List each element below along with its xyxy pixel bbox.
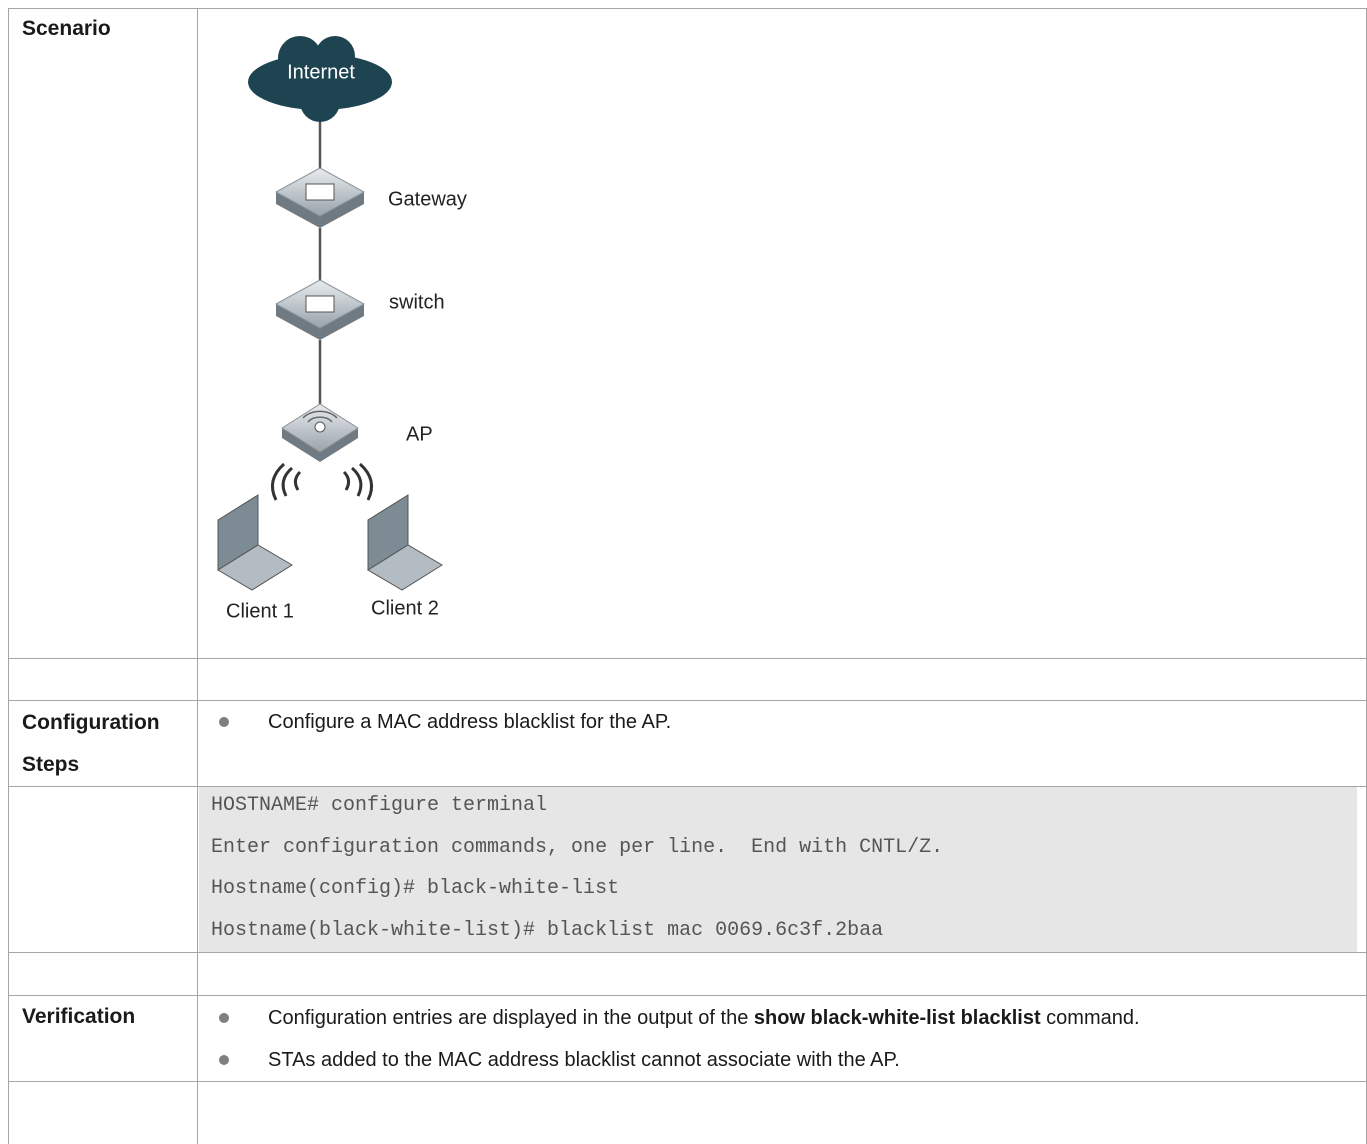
node-label: Internet: [287, 61, 355, 83]
node-label: Client 1: [226, 600, 294, 622]
node-label: Client 2: [371, 597, 439, 619]
code-line: Hostname(config)# black-white-list: [211, 877, 620, 900]
code-block: [199, 787, 1357, 952]
code-line: Enter configuration commands, one per li…: [211, 836, 944, 859]
row-border: [8, 1081, 1367, 1082]
text: command.: [1040, 1007, 1140, 1029]
row-border: [8, 952, 1367, 953]
text: Configuration entries are displayed in t…: [268, 1007, 754, 1029]
row-border: [8, 700, 1367, 701]
node-label: Gateway: [388, 188, 467, 210]
code-line: HOSTNAME# configure terminal: [211, 794, 548, 817]
code-line: Hostname(black-white-list)# blacklist ma…: [211, 919, 884, 942]
bullet-text: Configuration entries are displayed in t…: [268, 997, 1140, 1039]
bullet-text: Configure a MAC address blacklist for th…: [268, 711, 672, 733]
laptop: [217, 494, 293, 591]
bullet-text: STAs added to the MAC address blacklist …: [268, 1049, 900, 1071]
row-border: [8, 658, 1367, 659]
switch-icon: [274, 279, 366, 340]
row-label: Verification: [22, 1005, 136, 1028]
row-label: Scenario: [22, 17, 111, 40]
col-border: [8, 8, 9, 1144]
command: show black-white-list blacklist: [753, 1007, 1041, 1029]
row-border: [8, 995, 1367, 996]
gateway-icon: [274, 167, 366, 228]
cloud: [248, 36, 392, 122]
node-label: AP: [406, 423, 433, 445]
bullet: [219, 1013, 229, 1023]
ap-icon: [281, 403, 359, 462]
bullet: [219, 1055, 229, 1065]
col-border: [197, 8, 198, 1144]
row-border: [8, 8, 1367, 9]
wireless-waves: [270, 462, 374, 501]
bullet: [219, 717, 229, 727]
laptop: [367, 494, 443, 591]
node-label: switch: [389, 291, 445, 313]
row-label: Configuration Steps: [22, 711, 160, 776]
topology-diagram: Internet Gateway switch AP Client 1 Clie…: [217, 36, 467, 622]
row-border: [8, 786, 1367, 787]
